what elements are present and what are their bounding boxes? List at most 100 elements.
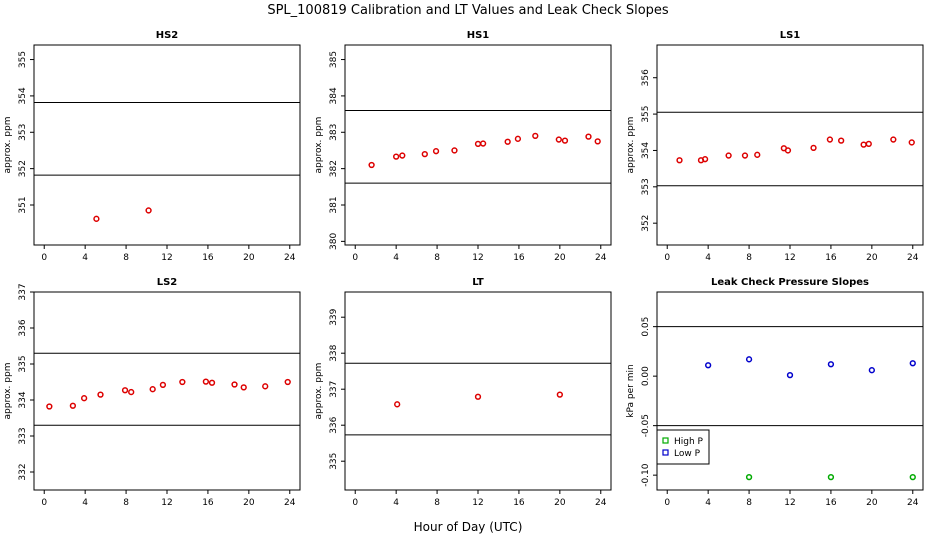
x-tick-label: 24 — [595, 253, 607, 263]
x-tick-label: 24 — [907, 498, 919, 508]
data-point — [741, 152, 749, 159]
x-tick-label: 20 — [243, 498, 255, 508]
data-point — [532, 132, 539, 140]
data-point — [394, 401, 401, 408]
y-tick-label: 356 — [641, 69, 651, 86]
x-tick-label: 0 — [41, 498, 47, 508]
x-tick-label: 8 — [434, 253, 440, 263]
x-tick-label: 0 — [664, 498, 670, 508]
x-tick-label: 8 — [123, 498, 129, 508]
data-point — [810, 144, 817, 152]
data-point — [159, 381, 167, 389]
panel-grid: HS2 approx. ppm 0 4 8 12 16 20 24 351 352 353 354 355… — [3, 30, 924, 508]
x-tick-label: 8 — [434, 498, 440, 508]
data-point — [838, 137, 845, 144]
x-tick-label: 16 — [202, 253, 214, 263]
x-tick-label: 16 — [825, 498, 837, 508]
chart-panel-1: HS2 approx. ppm 0 4 8 12 16 20 24 351 352 353 354 355 — [3, 30, 301, 263]
series-low-p — [705, 356, 916, 379]
plot-frame — [344, 44, 612, 246]
x-tick-label: 24 — [907, 253, 919, 263]
x-tick-label: 20 — [866, 498, 878, 508]
y-tick-label: 353 — [18, 124, 28, 141]
chart-panel-5: LT approx. ppm 0 4 8 12 16 20 24 335 336 337 338 339 — [314, 277, 612, 508]
y-tick-label: 352 — [641, 215, 651, 232]
y-tick-label: 380 — [329, 233, 339, 250]
data-point — [594, 138, 601, 145]
x-tick-label: 20 — [554, 253, 566, 263]
data-point — [69, 402, 77, 409]
data-point — [827, 473, 835, 481]
data-point — [421, 150, 428, 158]
y-tick-label: 383 — [329, 124, 339, 141]
data-point — [826, 136, 834, 143]
data-point — [46, 403, 53, 410]
y-tick-label: 0.00 — [641, 366, 651, 386]
plot-frame — [344, 291, 612, 491]
plot-frame — [33, 44, 301, 246]
x-tick-label: 24 — [284, 253, 296, 263]
x-tick-label: 0 — [41, 253, 47, 263]
x-tick-label: 20 — [243, 253, 255, 263]
x-tick-label: 8 — [123, 253, 129, 263]
data-point — [231, 381, 238, 388]
data-point — [179, 378, 186, 386]
data-point — [284, 378, 291, 386]
x-tick-label: 12 — [161, 498, 172, 508]
y-tick-label: 335 — [18, 355, 28, 372]
x-tick-label: 20 — [866, 253, 878, 263]
y-tick-label: 336 — [18, 319, 28, 336]
x-tick-label: 0 — [352, 253, 358, 263]
data-point — [479, 140, 487, 147]
data-point — [432, 148, 440, 155]
x-tick-label: 24 — [284, 498, 296, 508]
series-1 — [394, 391, 563, 408]
y-tick-label: 338 — [329, 344, 339, 361]
x-tick-label: 24 — [595, 498, 607, 508]
y-tick-label: -0.10 — [641, 463, 651, 487]
y-tick-label: 334 — [18, 391, 28, 408]
data-point — [827, 361, 835, 368]
legend-label: Low P — [674, 449, 701, 459]
panel-title: HS2 — [156, 30, 179, 41]
series-1 — [93, 207, 152, 222]
panel-title: HS1 — [467, 30, 490, 41]
data-point — [561, 137, 569, 144]
data-point — [909, 360, 916, 367]
data-point — [145, 207, 152, 214]
x-tick-label: 16 — [202, 498, 214, 508]
y-tick-label: 382 — [329, 160, 339, 177]
y-tick-label: 335 — [329, 453, 339, 470]
data-point — [202, 378, 210, 385]
y-tick-label: 336 — [329, 416, 339, 433]
y-tick-label: 339 — [329, 308, 339, 325]
data-point — [786, 372, 794, 379]
y-tick-label: 353 — [641, 178, 651, 195]
chart-panel-4: LS2 approx. ppm 0 4 8 12 16 20 24 332 333 334 335 336… — [3, 277, 301, 508]
y-tick-label: 351 — [18, 196, 28, 213]
series-1 — [46, 378, 291, 410]
x-tick-label: 4 — [82, 498, 88, 508]
y-tick-label: 384 — [329, 87, 339, 104]
data-point — [262, 383, 269, 390]
data-point — [121, 387, 129, 394]
series-1 — [368, 132, 601, 169]
data-point — [865, 140, 872, 148]
x-tick-label: 4 — [393, 253, 399, 263]
y-axis-label: approx. ppm — [3, 117, 13, 174]
y-tick-label: 332 — [18, 463, 28, 480]
y-tick-label: 385 — [329, 51, 339, 68]
data-point — [368, 161, 375, 169]
series-1 — [676, 136, 915, 164]
x-tick-label: 12 — [161, 253, 172, 263]
data-point — [784, 147, 792, 154]
data-point — [705, 362, 712, 369]
data-point — [451, 147, 458, 154]
data-point — [93, 215, 100, 222]
data-point — [745, 473, 753, 481]
y-axis-label: kPa per min — [626, 364, 636, 417]
panel-title: LS2 — [157, 277, 178, 288]
x-tick-label: 12 — [784, 253, 795, 263]
data-point — [97, 391, 104, 398]
data-point — [149, 386, 156, 393]
